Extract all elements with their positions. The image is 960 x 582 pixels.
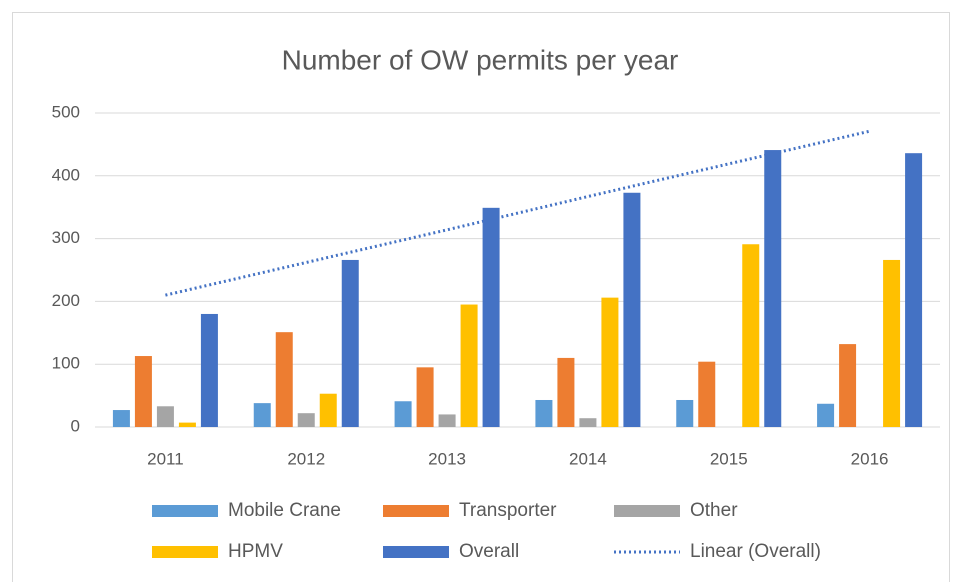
legend-swatch (383, 546, 449, 558)
y-tick-label: 400 (52, 165, 80, 184)
bar (416, 367, 434, 427)
bar (698, 361, 716, 427)
bar (579, 418, 597, 427)
bar (883, 259, 901, 427)
bar (460, 304, 478, 427)
bar (601, 297, 619, 427)
x-tick-label: 2014 (569, 449, 607, 468)
legend-swatch (152, 546, 218, 558)
bar (134, 356, 152, 427)
legend-label: Linear (Overall) (690, 541, 821, 562)
bar (438, 414, 456, 427)
bar (394, 401, 412, 427)
legend-label: Transporter (459, 500, 557, 521)
bar (275, 332, 293, 427)
bar (178, 422, 196, 427)
trend-line (165, 129, 870, 297)
legend-swatch (614, 505, 680, 517)
bar (482, 207, 500, 427)
x-tick-label: 2011 (147, 449, 184, 468)
y-tick-label: 200 (52, 291, 80, 310)
bar (297, 413, 315, 427)
y-tick-label: 500 (52, 102, 80, 121)
bar (319, 393, 337, 427)
bar (156, 406, 174, 427)
bar (742, 244, 760, 427)
bar (341, 259, 359, 427)
legend-swatch (383, 505, 449, 517)
legend-label: HPMV (228, 541, 283, 562)
legend-label: Overall (459, 541, 519, 562)
bar (905, 153, 923, 427)
bar (557, 357, 575, 427)
y-tick-label: 0 (71, 416, 80, 435)
bar (200, 313, 218, 427)
y-tick-label: 100 (52, 354, 80, 373)
chart-border (12, 12, 950, 582)
legend-label: Mobile Crane (228, 500, 341, 521)
bar (764, 150, 782, 427)
bar (817, 403, 835, 427)
y-tick-label: 300 (52, 228, 80, 247)
x-tick-label: 2012 (287, 449, 325, 468)
legend-swatch (152, 505, 218, 517)
bar (253, 403, 271, 427)
bar (676, 399, 694, 427)
bar (112, 410, 130, 427)
x-tick-label: 2015 (710, 449, 748, 468)
x-tick-label: 2013 (428, 449, 466, 468)
bar (535, 399, 553, 427)
x-tick-label: 2016 (851, 449, 889, 468)
bar (839, 344, 857, 427)
chart-title: Number of OW permits per year (282, 44, 679, 75)
bar (623, 192, 641, 427)
legend-label: Other (690, 500, 738, 521)
